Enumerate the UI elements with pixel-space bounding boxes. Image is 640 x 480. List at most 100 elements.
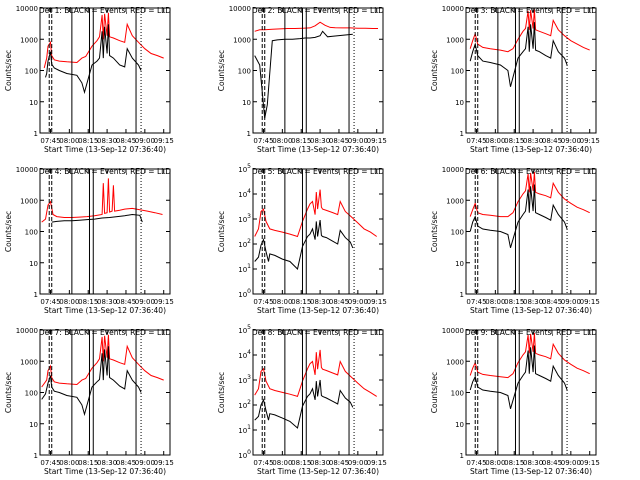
x-tick-label: 08:15	[78, 137, 98, 145]
x-tick-label: 08:45	[116, 298, 136, 306]
y-tick-label: 100	[451, 390, 464, 398]
chart-panel-9: 1 10 100 1000 10000 07:4508:0008:1508:3008:45…	[430, 327, 600, 476]
y-tick-label: 1	[460, 291, 464, 299]
x-tick-label: 08:30	[310, 298, 330, 306]
x-tick-label: 08:15	[291, 298, 311, 306]
y-tick-label: 100	[238, 68, 251, 76]
series-lld-line	[41, 178, 163, 223]
y-tick-label: 1	[460, 452, 464, 460]
chart-panel-5: 100 101 102 103 104 105 07:4508:0008:1508:3008…	[217, 163, 387, 315]
x-tick-label: 08:15	[291, 137, 311, 145]
x-axis-label: Start Time (13-Sep-12 07:36:40)	[257, 145, 379, 154]
y-axis-label: Counts/sec	[217, 372, 226, 413]
chart-title: Det 9: BLACK = Events, RED = LLD	[465, 328, 597, 337]
series-events-line	[469, 22, 568, 87]
x-tick-label: 08:30	[97, 298, 117, 306]
y-tick-label: 100	[238, 288, 251, 299]
x-tick-label: 08:30	[523, 137, 543, 145]
x-tick-label: 08:00	[485, 298, 505, 306]
y-axis-label: Counts/sec	[430, 372, 439, 413]
x-tick-label: 09:00	[561, 137, 581, 145]
series-lld-line	[254, 21, 378, 32]
y-tick-label: 105	[238, 324, 251, 335]
x-tick-label: 08:00	[485, 137, 505, 145]
y-tick-label: 10	[455, 421, 464, 429]
y-tick-label: 10000	[442, 327, 464, 335]
x-tick-label: 07:45	[466, 459, 486, 467]
y-axis-label: Counts/sec	[4, 211, 13, 252]
x-axis-label: Start Time (13-Sep-12 07:36:40)	[257, 467, 379, 476]
x-axis-label: Start Time (13-Sep-12 07:36:40)	[470, 145, 592, 154]
x-tick-label: 08:30	[523, 459, 543, 467]
x-axis-label: Start Time (13-Sep-12 07:36:40)	[44, 306, 166, 315]
x-tick-label: 09:15	[580, 137, 600, 145]
y-tick-label: 10000	[442, 166, 464, 174]
x-tick-label: 08:15	[78, 298, 98, 306]
x-tick-label: 08:00	[272, 459, 292, 467]
x-tick-label: 09:00	[135, 298, 155, 306]
chart-title: Det 3: BLACK = Events, RED = LLD	[465, 6, 597, 15]
x-tick-label: 09:00	[348, 459, 368, 467]
x-tick-label: 07:45	[253, 459, 273, 467]
x-tick-label: 08:45	[329, 298, 349, 306]
y-tick-label: 104	[238, 188, 251, 199]
x-tick-label: 09:15	[154, 298, 174, 306]
y-tick-label: 10000	[16, 166, 38, 174]
series-events-line	[254, 379, 354, 429]
y-tick-label: 1	[34, 130, 38, 138]
y-tick-label: 1	[34, 291, 38, 299]
x-tick-label: 08:30	[97, 137, 117, 145]
x-tick-label: 08:45	[542, 137, 562, 145]
y-tick-label: 103	[238, 374, 251, 385]
y-tick-label: 10000	[442, 5, 464, 13]
chart-title: Det 1: BLACK = Events, RED = LLD	[39, 6, 171, 15]
x-tick-label: 09:00	[561, 298, 581, 306]
x-tick-label: 07:45	[40, 137, 60, 145]
x-tick-label: 07:45	[253, 298, 273, 306]
y-axis-label: Counts/sec	[4, 50, 13, 91]
y-axis-label: Counts/sec	[4, 372, 13, 413]
x-tick-label: 08:30	[310, 459, 330, 467]
x-tick-label: 08:00	[272, 137, 292, 145]
y-axis-label: Counts/sec	[430, 50, 439, 91]
x-tick-label: 09:15	[580, 459, 600, 467]
y-tick-label: 1	[34, 452, 38, 460]
x-tick-label: 09:15	[367, 459, 387, 467]
series-lld-line	[254, 189, 377, 238]
chart-title: Det 4: BLACK = Events, RED = LLD	[39, 167, 171, 176]
y-tick-label: 10000	[16, 5, 38, 13]
x-tick-label: 08:45	[542, 298, 562, 306]
series-events-line	[51, 213, 143, 223]
y-tick-label: 103	[238, 213, 251, 224]
plot-frame	[252, 168, 384, 295]
x-tick-label: 08:45	[329, 137, 349, 145]
x-tick-label: 08:45	[329, 459, 349, 467]
series-events-line	[254, 220, 354, 270]
x-tick-label: 08:45	[116, 137, 136, 145]
y-tick-label: 10	[242, 99, 251, 107]
y-tick-label: 100	[25, 68, 38, 76]
y-tick-label: 1000	[20, 36, 38, 44]
chart-panel-7: 1 10 100 1000 10000 07:4508:0008:1508:3008:45…	[4, 327, 174, 476]
x-axis-label: Start Time (13-Sep-12 07:36:40)	[470, 467, 592, 476]
y-tick-label: 10	[29, 99, 38, 107]
y-tick-label: 1000	[446, 358, 464, 366]
series-lld-line	[469, 171, 590, 218]
series-lld-line	[43, 12, 164, 69]
chart-title: Det 8: BLACK = Events, RED = LLD	[252, 328, 384, 337]
series-events-line	[469, 184, 568, 248]
x-tick-label: 08:00	[59, 137, 79, 145]
y-tick-label: 10	[29, 421, 38, 429]
chart-panel-4: 1 10 100 1000 10000 07:4508:0008:1508:3008:45…	[4, 166, 174, 315]
y-tick-label: 1000	[446, 36, 464, 44]
y-tick-label: 100	[238, 449, 251, 460]
x-axis-label: Start Time (13-Sep-12 07:36:40)	[470, 306, 592, 315]
y-tick-label: 1	[460, 130, 464, 138]
chart-panel-6: 1 10 100 1000 10000 07:4508:0008:1508:3008:45…	[430, 166, 600, 315]
x-tick-label: 08:30	[523, 298, 543, 306]
x-tick-label: 07:45	[466, 137, 486, 145]
x-tick-label: 08:15	[78, 459, 98, 467]
series-events-line	[45, 24, 142, 95]
y-tick-label: 1000	[20, 358, 38, 366]
